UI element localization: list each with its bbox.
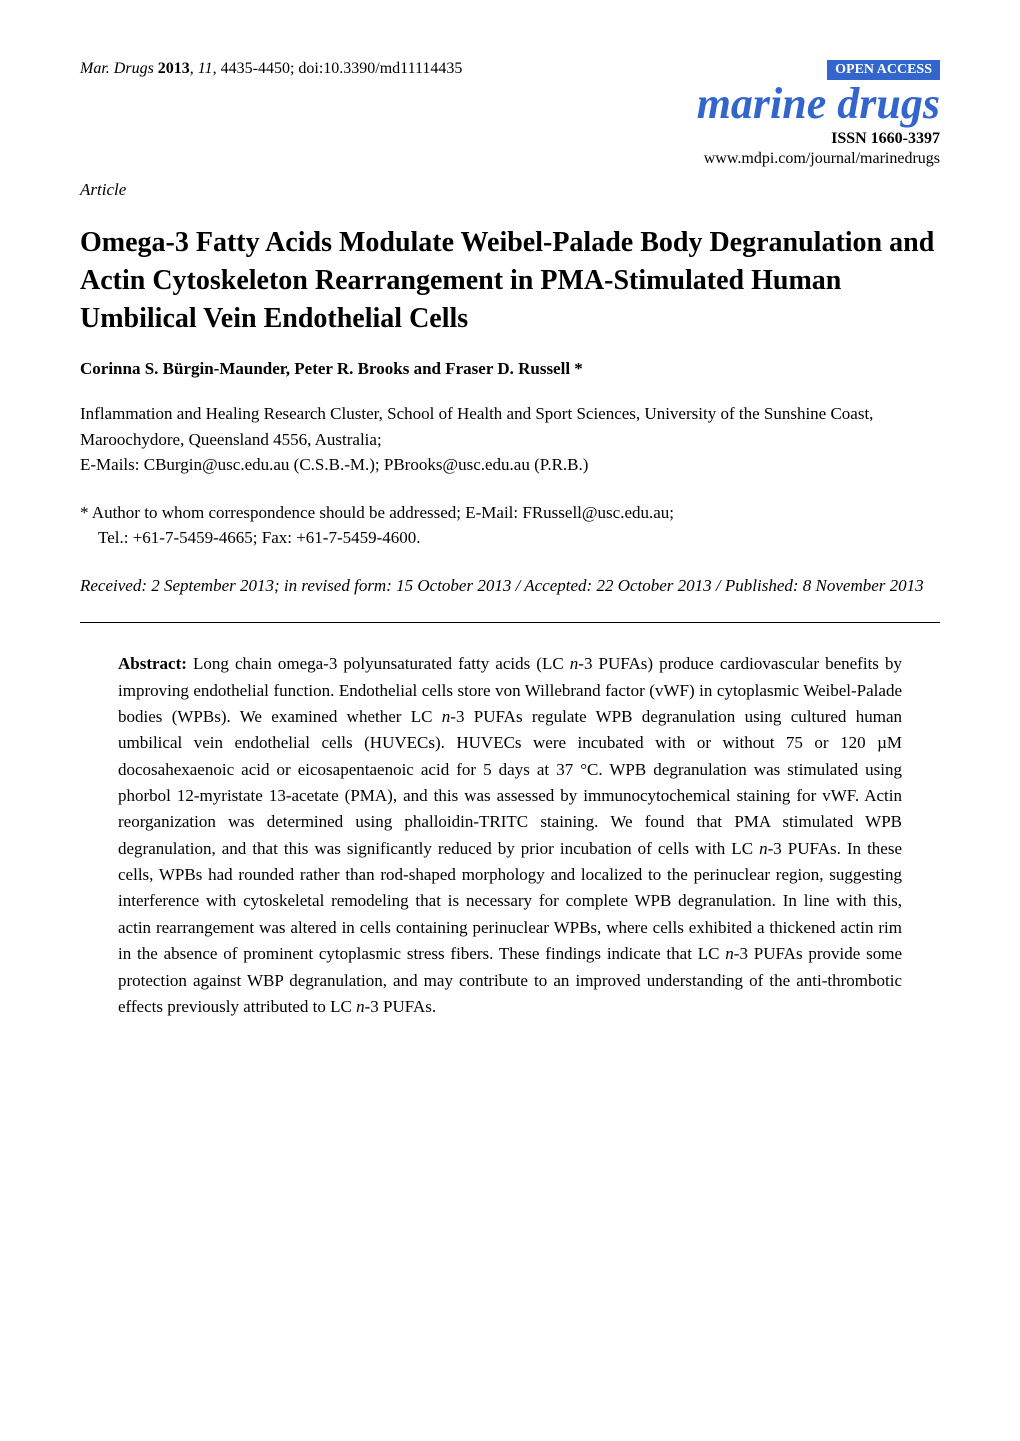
open-access-badge: OPEN ACCESS: [827, 60, 940, 80]
article-dates: Received: 2 September 2013; in revised f…: [80, 573, 940, 599]
corresponding-author: * Author to whom correspondence should b…: [80, 500, 940, 551]
abstract-body: Long chain omega-3 polyunsaturated fatty…: [118, 654, 902, 1015]
affiliation-emails: E-Mails: CBurgin@usc.edu.au (C.S.B.-M.);…: [80, 455, 588, 474]
issn: ISSN 1660-3397: [697, 130, 940, 148]
journal-branding: OPEN ACCESS marine drugs ISSN 1660-3397 …: [697, 60, 940, 168]
corresponding-line1: * Author to whom correspondence should b…: [80, 503, 674, 522]
journal-reference: Mar. Drugs 2013, 11, 4435-4450; doi:10.3…: [80, 60, 462, 78]
abstract-heading: Abstract:: [118, 654, 187, 673]
divider: [80, 622, 940, 623]
paper-title: Omega-3 Fatty Acids Modulate Weibel-Pala…: [80, 224, 940, 337]
journal-ref-prefix: Mar. Drugs: [80, 60, 154, 77]
journal-doi: doi:10.3390/md11114435: [298, 60, 462, 77]
journal-url: www.mdpi.com/journal/marinedrugs: [697, 150, 940, 168]
affiliation-text: Inflammation and Healing Research Cluste…: [80, 404, 873, 449]
journal-volume: 11: [198, 60, 213, 77]
journal-pages: 4435-4450: [221, 60, 290, 77]
abstract: Abstract: Long chain omega-3 polyunsatur…: [80, 651, 940, 1020]
header-row: Mar. Drugs 2013, 11, 4435-4450; doi:10.3…: [80, 60, 940, 168]
affiliation: Inflammation and Healing Research Cluste…: [80, 401, 940, 478]
journal-year: 2013: [158, 60, 190, 77]
authors: Corinna S. Bürgin-Maunder, Peter R. Broo…: [80, 359, 940, 379]
corresponding-line2: Tel.: +61-7-5459-4665; Fax: +61-7-5459-4…: [98, 528, 421, 547]
journal-logo: marine drugs: [697, 82, 940, 126]
article-type: Article: [80, 180, 940, 200]
